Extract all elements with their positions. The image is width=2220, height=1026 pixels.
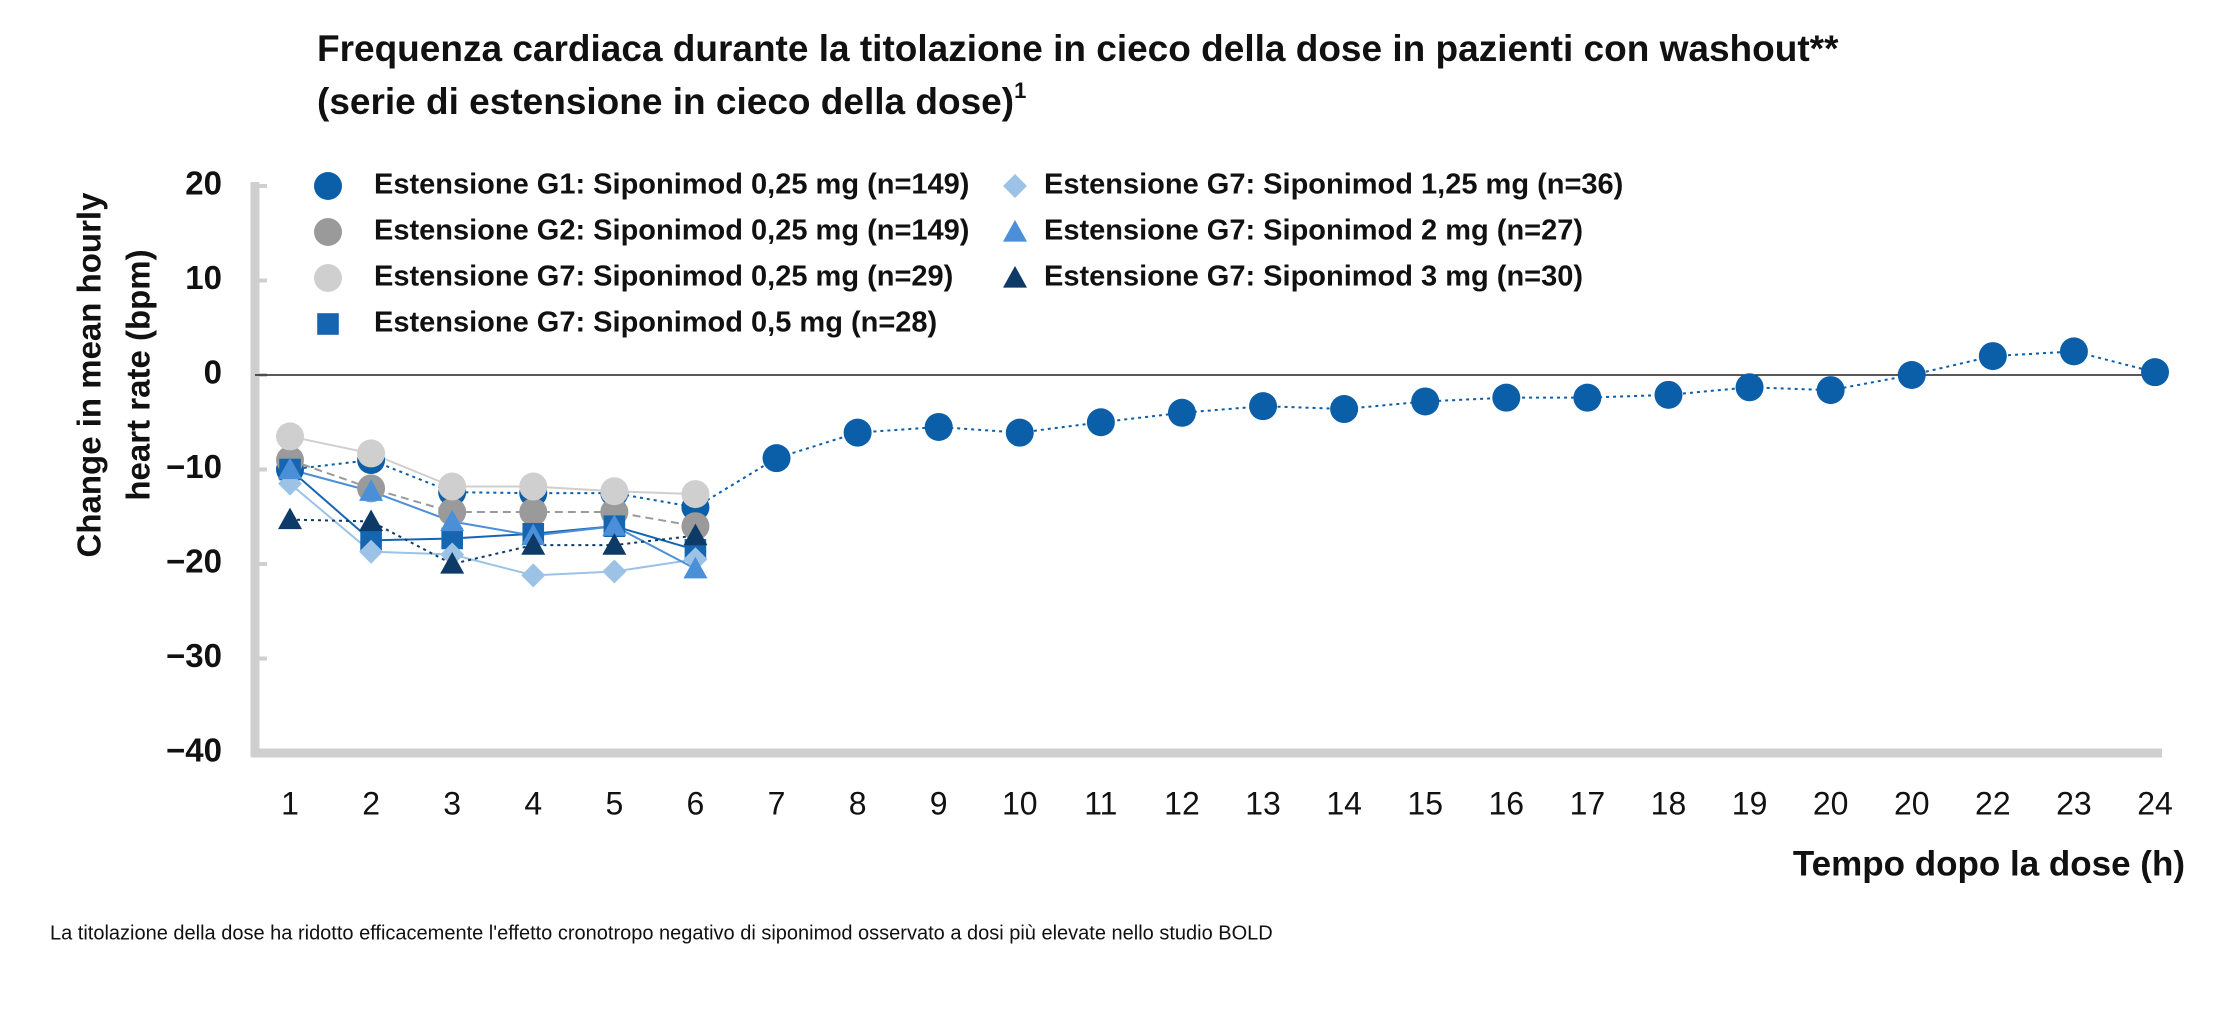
x-tick-label: 5 — [605, 785, 623, 821]
x-tick-label: 1 — [281, 785, 299, 821]
x-tick-label: 24 — [2137, 785, 2173, 821]
footnote: La titolazione della dose ha ridotto eff… — [50, 922, 1273, 944]
x-tick-label: 4 — [524, 785, 542, 821]
x-tick-label: 2 — [362, 785, 380, 821]
marker — [441, 527, 463, 550]
x-tick-label: 18 — [1651, 785, 1687, 821]
subtitle-note: 1 — [1014, 78, 1026, 103]
legend-marker — [314, 172, 342, 200]
chart-title: Frequenza cardiaca durante la titolazion… — [317, 28, 1839, 69]
marker — [521, 533, 546, 555]
x-tick-label: 19 — [1732, 785, 1768, 821]
x-tick-label: 3 — [443, 785, 461, 821]
marker — [440, 509, 465, 532]
y-tick-label: −40 — [166, 732, 222, 769]
series-line — [289, 518, 696, 566]
marker — [276, 422, 304, 451]
x-tick-label: 11 — [1084, 785, 1117, 821]
marker — [602, 533, 627, 555]
legend-label: Estensione G7: Siponimod 3 mg (n=30) — [1044, 261, 1583, 293]
x-tick-label: 6 — [687, 785, 705, 821]
legend-marker — [1003, 174, 1027, 198]
marker — [600, 477, 629, 506]
marker — [1005, 418, 1034, 447]
y-axis-label: heart rate (bpm) — [120, 249, 157, 500]
marker — [1897, 361, 1926, 389]
marker — [1086, 408, 1115, 437]
marker — [683, 523, 708, 546]
marker — [278, 457, 302, 480]
marker — [359, 539, 384, 564]
marker — [2059, 337, 2088, 366]
x-tick-label: 10 — [1002, 785, 1038, 821]
legend-label: Estensione G7: Siponimod 0,5 mg (n=28) — [374, 307, 937, 339]
marker — [1249, 392, 1278, 421]
marker — [1167, 398, 1196, 427]
marker — [521, 563, 546, 588]
x-tick-label: 13 — [1245, 785, 1281, 821]
marker — [602, 514, 627, 536]
x-tick-label: 9 — [930, 785, 948, 821]
legend-marker — [1003, 266, 1027, 288]
series-line — [289, 459, 696, 528]
marker — [1411, 387, 1440, 416]
x-tick-label: 15 — [1407, 785, 1443, 821]
marker — [843, 418, 872, 447]
x-tick-label: 22 — [1975, 785, 2011, 821]
marker — [1978, 342, 2007, 371]
marker — [278, 507, 302, 530]
marker — [519, 498, 548, 527]
x-tick-label: 23 — [2056, 785, 2092, 821]
y-tick-label: 10 — [185, 259, 222, 296]
marker — [1573, 383, 1602, 412]
legend-marker — [314, 218, 342, 246]
marker — [440, 552, 465, 574]
legend-label: Estensione G2: Siponimod 0,25 mg (n=149) — [374, 215, 969, 247]
marker — [519, 472, 548, 501]
marker — [683, 556, 708, 579]
x-tick-label: 14 — [1326, 785, 1362, 821]
marker — [359, 509, 384, 532]
subtitle-text: (serie di estensione in cieco della dose… — [317, 81, 1014, 122]
y-axis-label: Change in mean hourly — [71, 192, 108, 558]
x-axis-label: Tempo dopo la dose (h) — [1793, 844, 2185, 883]
marker — [359, 479, 384, 501]
marker — [602, 559, 627, 584]
marker — [1330, 395, 1359, 424]
legend-label: Estensione G7: Siponimod 0,25 mg (n=29) — [374, 261, 953, 293]
y-tick-label: 0 — [204, 354, 222, 391]
y-tick-label: −30 — [166, 637, 222, 674]
marker — [1735, 373, 1764, 402]
y-tick-label: −20 — [166, 543, 222, 580]
y-tick-label: −10 — [166, 448, 222, 485]
legend-marker — [1003, 220, 1027, 242]
marker — [1654, 380, 1683, 409]
legend-marker — [314, 264, 342, 292]
marker — [1492, 383, 1521, 412]
marker — [357, 439, 386, 468]
legend-label: Estensione G1: Siponimod 0,25 mg (n=149) — [374, 169, 969, 201]
marker — [681, 480, 710, 509]
marker — [924, 412, 953, 441]
marker — [438, 472, 467, 501]
chart-subtitle: (serie di estensione in cieco della dose… — [317, 78, 1026, 122]
legend-marker — [317, 313, 339, 335]
x-tick-label: 20 — [1813, 785, 1849, 821]
x-tick-label: 20 — [1894, 785, 1930, 821]
marker — [2141, 358, 2169, 387]
legend-label: Estensione G7: Siponimod 1,25 mg (n=36) — [1044, 169, 1623, 201]
series-line — [289, 468, 696, 551]
y-tick-label: 20 — [185, 165, 222, 202]
legend-label: Estensione G7: Siponimod 2 mg (n=27) — [1044, 215, 1583, 247]
x-tick-label: 16 — [1489, 785, 1525, 821]
x-tick-label: 12 — [1164, 785, 1200, 821]
marker — [1816, 376, 1845, 405]
x-tick-label: 8 — [849, 785, 867, 821]
series-line — [289, 482, 696, 577]
x-tick-label: 7 — [768, 785, 786, 821]
series-line — [289, 468, 696, 570]
marker — [762, 444, 791, 473]
x-tick-label: 17 — [1570, 785, 1606, 821]
